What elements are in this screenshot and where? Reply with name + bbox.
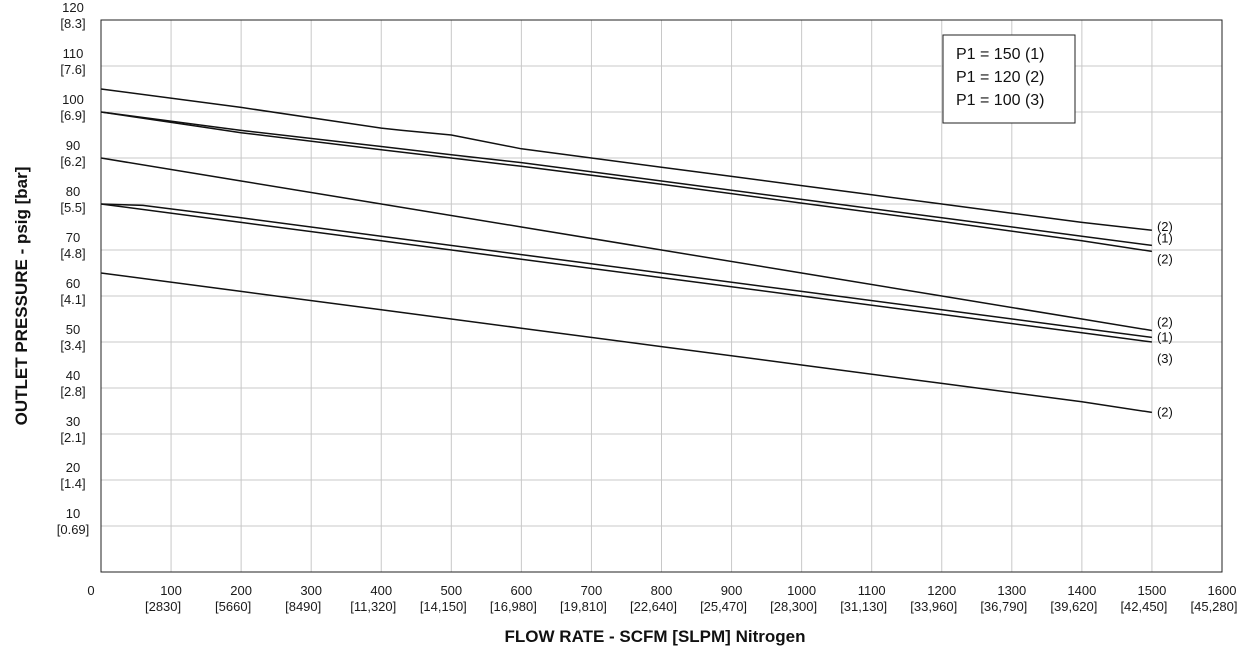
y-tick-sublabel: [4.1]	[60, 292, 85, 307]
x-tick-sublabel: [2830]	[145, 599, 181, 614]
x-tick-sublabel: [28,300]	[770, 599, 817, 614]
grid	[101, 20, 1222, 572]
y-tick-sublabel: [1.4]	[60, 476, 85, 491]
x-tick-label: 400	[370, 583, 392, 598]
plot-frame	[100, 19, 1223, 573]
x-tick-sublabel: [45,280]	[1191, 599, 1238, 614]
y-tick-sublabel: [2.1]	[60, 430, 85, 445]
x-tick-label: 100	[160, 583, 182, 598]
series-line	[100, 157, 1153, 332]
y-tick-label: 120	[62, 0, 84, 15]
series-line	[100, 88, 1152, 231]
x-tick-sublabel: [25,470]	[700, 599, 747, 614]
x-tick-sublabel: [33,960]	[910, 599, 957, 614]
legend-box	[942, 34, 1076, 124]
y-tick-sublabel: [0.69]	[57, 522, 90, 537]
y-tick-label: 30	[66, 414, 80, 429]
x-tick-sublabel: [19,810]	[560, 599, 607, 614]
y-tick-label: 10	[66, 506, 80, 521]
series-end-label: (1)	[1157, 329, 1173, 344]
x-tick-label: 600	[511, 583, 533, 598]
x-tick-sublabel: [42,450]	[1120, 599, 1167, 614]
y-tick-sublabel: [3.4]	[60, 338, 85, 353]
series-end-label: (2)	[1157, 404, 1173, 419]
y-tick-sublabel: [7.6]	[60, 62, 85, 77]
legend-entry: P1 = 120 (2)	[956, 69, 1045, 86]
series-labels: (2)(1)(2)(2)(1)(3)(2)	[1157, 219, 1173, 419]
series-line	[100, 203, 1152, 339]
y-tick-sublabel: [4.8]	[60, 246, 85, 261]
x-tick-label: 1300	[997, 583, 1026, 598]
x-tick-label: 300	[300, 583, 322, 598]
y-tick-sublabel: [2.8]	[60, 384, 85, 399]
y-tick-label: 70	[66, 230, 80, 245]
legend: P1 = 150 (1) P1 = 120 (2) P1 = 100 (3)	[942, 34, 1076, 124]
x-tick-sublabel: [8490]	[285, 599, 321, 614]
y-tick-sublabel: [8.3]	[60, 16, 85, 31]
series-line	[100, 203, 1152, 343]
x-axis-ticks: 0 100[2830] 200[5660] 300[8490] 400[11,320] 5…	[87, 583, 1237, 614]
series-line	[100, 111, 1153, 253]
x-tick-sublabel: [39,620]	[1050, 599, 1097, 614]
y-tick-label: 50	[66, 322, 80, 337]
x-tick-sublabel: [36,790]	[980, 599, 1027, 614]
x-tick-label: 0	[87, 583, 94, 598]
y-tick-sublabel: [6.2]	[60, 154, 85, 169]
x-tick-label: 1000	[787, 583, 816, 598]
y-tick-label: 90	[66, 138, 80, 153]
series-end-label: (1)	[1157, 230, 1173, 245]
legend-entry: P1 = 150 (1)	[956, 46, 1045, 63]
x-tick-sublabel: [16,980]	[490, 599, 537, 614]
y-tick-label: 100	[62, 92, 84, 107]
series-end-label: (2)	[1157, 251, 1173, 266]
x-tick-label: 1100	[858, 583, 886, 598]
y-axis-title: OUTLET PRESSURE - psig [bar]	[12, 167, 31, 426]
series-end-label: (2)	[1157, 219, 1173, 234]
x-tick-label: 500	[440, 583, 462, 598]
x-tick-label: 200	[230, 583, 252, 598]
x-tick-label: 900	[721, 583, 743, 598]
y-tick-label: 110	[63, 46, 84, 61]
y-axis-ticks: 10[0.69]20[1.4]30[2.1]40[2.8]50[3.4]60[4…	[57, 0, 90, 537]
y-tick-label: 20	[66, 460, 80, 475]
series-lines	[100, 88, 1153, 414]
x-tick-sublabel: [5660]	[215, 599, 251, 614]
y-tick-sublabel: [6.9]	[60, 108, 85, 123]
x-tick-label: 700	[581, 583, 603, 598]
legend-entry: P1 = 100 (3)	[956, 92, 1045, 109]
y-tick-sublabel: [5.5]	[60, 200, 85, 215]
y-tick-label: 40	[66, 368, 80, 383]
x-tick-sublabel: [22,640]	[630, 599, 677, 614]
y-tick-label: 60	[66, 276, 80, 291]
x-tick-sublabel: [14,150]	[420, 599, 467, 614]
x-tick-label: 800	[651, 583, 673, 598]
series-line	[100, 111, 1152, 247]
x-tick-label: 1600	[1208, 583, 1237, 598]
x-tick-sublabel: [11,320]	[350, 599, 396, 614]
x-tick-label: 1500	[1137, 583, 1166, 598]
series-line	[100, 272, 1153, 414]
y-tick-label: 80	[66, 184, 80, 199]
series-end-label: (2)	[1157, 315, 1173, 330]
x-tick-label: 1400	[1067, 583, 1096, 598]
x-axis-title: FLOW RATE - SCFM [SLPM] Nitrogen	[505, 627, 806, 646]
series-end-label: (3)	[1157, 351, 1173, 366]
x-tick-label: 1200	[927, 583, 956, 598]
x-tick-sublabel: [31,130]	[840, 599, 887, 614]
